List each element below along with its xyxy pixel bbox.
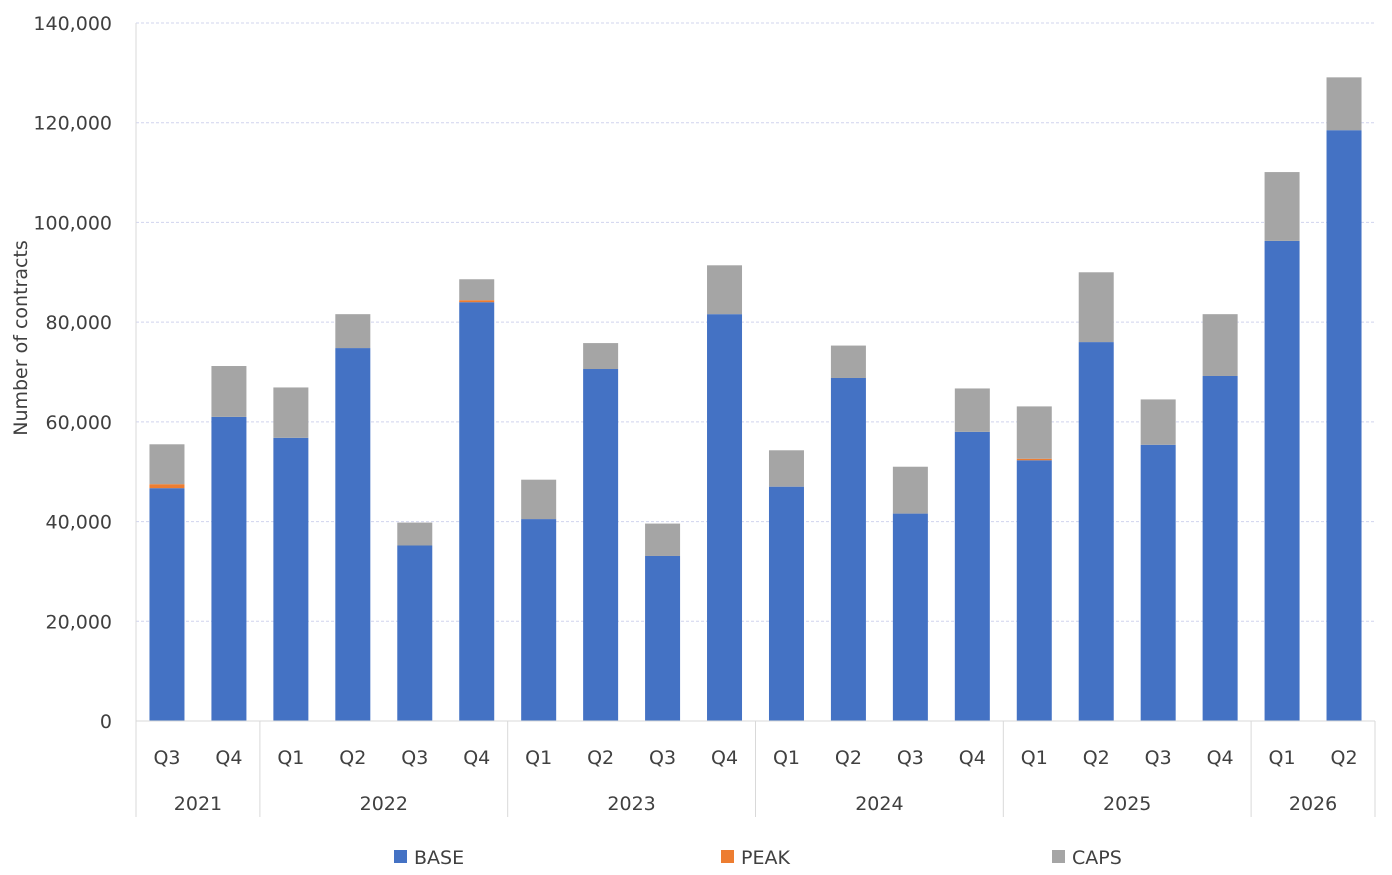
bar-base [707, 314, 743, 721]
bar-caps [645, 523, 681, 556]
bar-base [1264, 240, 1300, 721]
legend-label-caps: CAPS [1072, 847, 1122, 869]
y-axis-title: Number of contracts [10, 240, 32, 436]
bar-caps [768, 450, 804, 487]
bar-base [273, 437, 309, 721]
legend-swatch-peak [721, 850, 734, 863]
x-tick-label: Q4 [1207, 747, 1234, 769]
x-axis: Q3 Q4 Q1 Q2 Q3 Q4 Q1 Q2 Q3 Q4 Q1 Q2 Q3 Q4 Q1 Q2 Q3 Q4 Q1 Q2… [135, 23, 1376, 817]
x-group-label: 2025 [1103, 793, 1151, 815]
bar-base [1326, 130, 1362, 721]
y-tick-label: 40,000 [46, 512, 112, 534]
bar-base [1202, 375, 1238, 721]
x-tick-label: Q1 [1021, 747, 1048, 769]
y-tick-label: 20,000 [46, 611, 112, 633]
x-tick-label: Q1 [1269, 747, 1296, 769]
x-tick-label: Q3 [1145, 747, 1172, 769]
y-tick-label: 120,000 [33, 113, 112, 135]
bar-base [211, 416, 247, 721]
bar-base [1016, 460, 1052, 721]
bar-caps [830, 345, 866, 378]
bar-base [149, 488, 185, 721]
bar-base [335, 348, 371, 721]
bars [149, 77, 1362, 721]
x-tick-label: Q1 [277, 747, 304, 769]
bar-base [583, 369, 619, 721]
legend: BASE PEAK CAPS [394, 847, 1122, 869]
bar-caps [1078, 272, 1114, 343]
bar-caps [1016, 406, 1052, 459]
x-tick-label: Q4 [959, 747, 986, 769]
x-tick-label: Q2 [1083, 747, 1110, 769]
bar-caps [459, 279, 495, 301]
bar-caps [1326, 77, 1362, 131]
bar-peak [459, 300, 495, 303]
y-axis-ticks: 0 20,000 40,000 60,000 80,000 100,000 120,000 1… [33, 13, 112, 733]
bar-base [645, 555, 681, 721]
bar-base [892, 513, 928, 721]
bar-base [459, 302, 495, 721]
x-group-label: 2021 [174, 793, 222, 815]
y-tick-label: 100,000 [33, 212, 112, 234]
bar-caps [149, 444, 185, 485]
x-tick-label: Q3 [401, 747, 428, 769]
bar-caps [397, 522, 433, 546]
bar-caps [211, 366, 247, 417]
y-tick-label: 80,000 [46, 312, 112, 334]
x-tick-label: Q2 [587, 747, 614, 769]
legend-label-peak: PEAK [741, 847, 790, 869]
bar-caps [335, 314, 371, 349]
bar-peak [149, 484, 185, 489]
y-tick-label: 0 [100, 711, 112, 733]
x-tick-label: Q4 [711, 747, 738, 769]
x-tick-label: Q1 [773, 747, 800, 769]
legend-swatch-base [394, 850, 407, 863]
bar-caps [1140, 399, 1176, 445]
bar-caps [1202, 314, 1238, 376]
x-tick-label: Q2 [339, 747, 366, 769]
gridlines [136, 22, 1375, 622]
bar-caps [707, 265, 743, 315]
x-group-label: 2022 [360, 793, 408, 815]
y-tick-label: 60,000 [46, 412, 112, 434]
bar-base [830, 377, 866, 721]
legend-swatch-caps [1052, 850, 1065, 863]
bar-caps [1264, 172, 1300, 241]
bar-caps [954, 388, 990, 432]
x-tick-label: Q3 [897, 747, 924, 769]
bar-caps [583, 343, 619, 370]
x-tick-label: Q3 [153, 747, 180, 769]
bar-base [768, 486, 804, 721]
bar-caps [521, 479, 557, 520]
bar-base [1078, 342, 1114, 721]
bar-base [1140, 444, 1176, 721]
x-tick-label: Q4 [215, 747, 242, 769]
bar-base [954, 431, 990, 721]
x-tick-label: Q4 [463, 747, 490, 769]
bar-peak [1016, 458, 1052, 461]
x-tick-label: Q2 [1331, 747, 1358, 769]
x-group-label: 2026 [1289, 793, 1337, 815]
x-tick-label: Q1 [525, 747, 552, 769]
x-group-label: 2024 [855, 793, 903, 815]
bar-base [521, 519, 557, 721]
legend-label-base: BASE [414, 847, 464, 869]
x-group-label: 2023 [607, 793, 655, 815]
x-tick-label: Q2 [835, 747, 862, 769]
bar-caps [892, 466, 928, 514]
y-tick-label: 140,000 [33, 13, 112, 35]
bar-caps [273, 387, 309, 438]
x-tick-label: Q3 [649, 747, 676, 769]
bar-base [397, 545, 433, 721]
